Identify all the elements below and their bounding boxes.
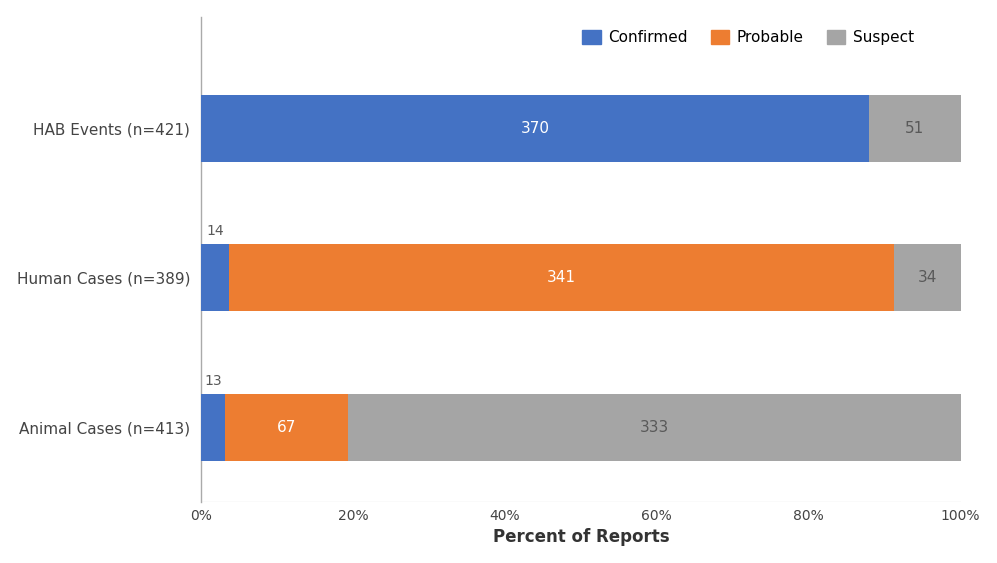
Bar (201, 394, 225, 461)
X-axis label: Percent of Reports: Percent of Reports (493, 528, 669, 546)
Bar (348, 394, 960, 461)
Bar (868, 95, 960, 162)
Bar (894, 244, 960, 311)
Text: 13: 13 (204, 374, 222, 388)
Text: 34: 34 (917, 270, 937, 285)
Text: 370: 370 (520, 121, 549, 136)
Bar (228, 244, 894, 311)
Bar (225, 394, 348, 461)
Text: 14: 14 (206, 224, 223, 238)
Legend: Confirmed, Probable, Suspect: Confirmed, Probable, Suspect (576, 24, 920, 52)
Text: 67: 67 (277, 419, 296, 435)
Text: 333: 333 (640, 419, 669, 435)
Text: 341: 341 (547, 270, 576, 285)
Bar (201, 95, 868, 162)
Bar (201, 244, 228, 311)
Text: 51: 51 (905, 121, 924, 136)
